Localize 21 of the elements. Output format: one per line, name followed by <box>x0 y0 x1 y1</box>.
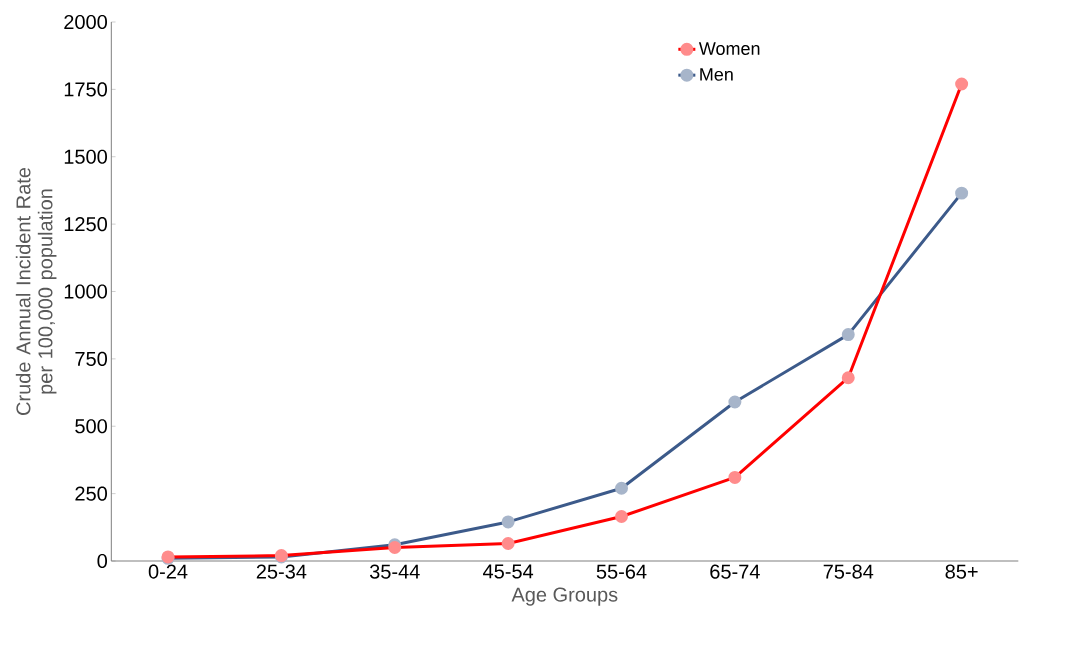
x-axis-title: Age Groups <box>511 587 618 606</box>
y-axis-title: Crude Annual Incident Rate per 100,000 population <box>15 167 57 415</box>
x-tick-label: 55-64 <box>596 564 647 579</box>
x-tick-label: 85+ <box>945 564 978 579</box>
x-tick-label: 75-84 <box>823 564 874 579</box>
y-tick-label: 250 <box>75 486 108 501</box>
x-tick-label: 25-34 <box>256 564 307 579</box>
y-tick-label: 1250 <box>64 217 107 232</box>
x-tick-label: 45-54 <box>483 564 534 579</box>
y-tick-label: 500 <box>75 419 108 434</box>
y-tick-label: 750 <box>75 351 108 366</box>
legend-label: Men <box>700 68 733 81</box>
y-tick-label: 1750 <box>64 82 107 97</box>
y-tick-label: 1000 <box>64 284 107 299</box>
x-tick-label: 35-44 <box>369 564 420 579</box>
y-tick-label: 2000 <box>64 14 107 30</box>
y-tick-label: 0 <box>97 553 108 569</box>
y-tick-label: 1500 <box>64 149 107 164</box>
legend-label: Women <box>698 42 760 55</box>
x-tick-label: 0-24 <box>148 564 188 579</box>
x-tick-label: 65-74 <box>710 564 760 579</box>
